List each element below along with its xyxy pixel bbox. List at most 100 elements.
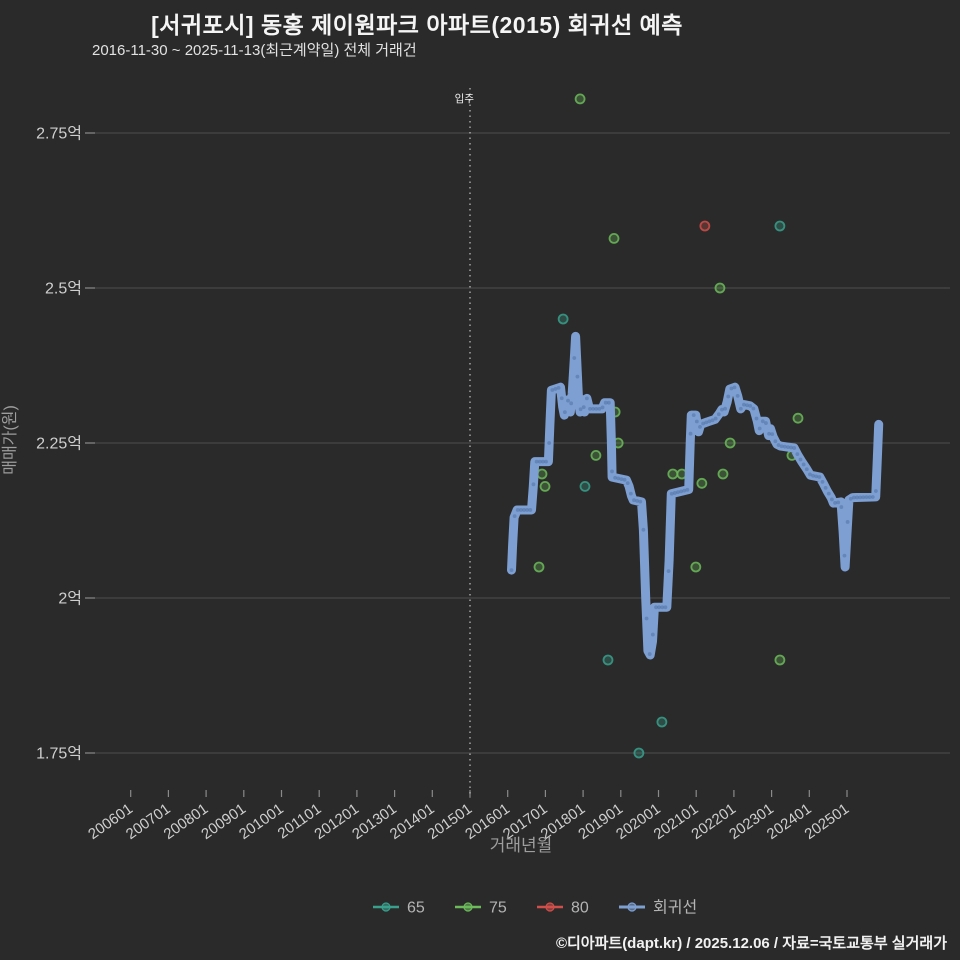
regression-marker [845, 520, 850, 524]
regression-marker [864, 495, 869, 500]
regression-marker [848, 496, 853, 501]
data-point-75 [574, 93, 586, 105]
regression-marker [562, 410, 567, 415]
regression-marker [525, 508, 530, 512]
regression-marker [770, 432, 775, 437]
data-point-75 [608, 232, 620, 244]
legend-item-75[interactable]: 75 [455, 900, 507, 917]
regression-marker [855, 495, 859, 500]
regression-marker [782, 444, 787, 449]
regression-marker [867, 495, 872, 500]
regression-marker [569, 401, 574, 406]
data-point-80 [699, 220, 711, 232]
regression-marker [814, 474, 819, 479]
regression-marker [669, 491, 674, 496]
legend-item-회귀선[interactable]: 회귀선 [619, 899, 697, 917]
data-point-65 [656, 716, 668, 728]
chart-subtitle: 2016-11-30 ~ 2025-11-13(최근계약일) 전체 거래건 [92, 42, 417, 59]
regression-marker [773, 439, 778, 444]
regression-marker [528, 508, 533, 512]
regression-marker [657, 605, 662, 610]
regression-marker [641, 527, 646, 532]
regression-marker [720, 407, 724, 412]
regression-marker [509, 568, 514, 572]
legend-label: 80 [571, 900, 589, 917]
legend-label: 75 [489, 900, 507, 917]
regression-marker [588, 407, 592, 411]
data-point-75 [774, 654, 786, 666]
regression-marker [566, 398, 570, 403]
regression-marker [757, 426, 762, 431]
chart-title: [서귀포시] 동홍 제이원파크 아파트(2015) 회귀선 예측 [151, 12, 683, 38]
regression-marker [861, 495, 866, 500]
regression-marker [723, 406, 728, 411]
regression-marker [754, 416, 759, 421]
y-tick-label: 2억 [58, 590, 82, 608]
regression-marker [518, 508, 523, 512]
scatter-series-80 [699, 220, 711, 232]
y-tick-label: 2.25억 [36, 435, 82, 453]
scatter-series-65 [557, 220, 786, 759]
regression-marker [635, 499, 640, 503]
regression-marker [745, 403, 749, 408]
regression-marker [732, 385, 737, 390]
regression-marker [581, 405, 586, 410]
regression-marker [874, 489, 878, 493]
regression-marker [610, 469, 614, 474]
credit-text: ©디아파트(dapt.kr) / 2025.12.06 / 자료=국토교통부 실… [555, 935, 947, 952]
legend-label: 65 [407, 900, 425, 917]
regression-marker [613, 475, 618, 480]
regression-marker [688, 431, 693, 436]
regression-marker [779, 444, 784, 449]
regression-marker [817, 475, 822, 479]
regression-marker [804, 467, 809, 472]
regression-marker [584, 396, 589, 401]
regression-path [507, 331, 884, 660]
regression-marker [619, 477, 624, 482]
chart-legend: 65 75 80 회귀선 [373, 899, 697, 917]
regression-marker [676, 490, 680, 495]
regression-marker [672, 491, 677, 495]
regression-marker [628, 491, 633, 496]
regression-marker [742, 402, 746, 407]
regression-marker [537, 459, 542, 464]
legend-item-80[interactable]: 80 [537, 900, 589, 917]
x-axis-title: 거래년월 [490, 836, 553, 855]
regression-marker [622, 477, 627, 482]
regression-marker [738, 406, 743, 411]
y-axis-title: 매매가(원) [1, 405, 19, 475]
regression-marker [540, 459, 545, 464]
regression-marker [650, 632, 655, 637]
regression-line [507, 331, 884, 660]
legend-item-65[interactable]: 65 [373, 900, 425, 917]
regression-marker [726, 394, 731, 399]
regression-marker [789, 445, 793, 450]
regression-marker [751, 406, 756, 411]
regression-marker [625, 481, 630, 486]
data-point-65 [579, 480, 591, 492]
y-tick-label: 2.75억 [36, 125, 82, 143]
data-point-75 [717, 468, 729, 480]
regression-marker [534, 459, 539, 464]
regression-marker [559, 396, 564, 401]
regression-marker [522, 508, 526, 512]
legend-label: 회귀선 [653, 899, 697, 917]
regression-marker [767, 431, 771, 436]
regression-marker [710, 418, 715, 423]
regression-marker [833, 500, 837, 505]
regression-marker [616, 476, 621, 481]
regression-marker [547, 441, 552, 445]
regression-marker [808, 472, 812, 477]
regression-marker [553, 387, 558, 391]
regression-marker [701, 421, 706, 426]
regression-marker [870, 495, 875, 499]
regression-marker [544, 459, 548, 464]
regression-marker [515, 508, 520, 512]
move-in-label: 입주 [455, 92, 475, 105]
regression-marker [826, 491, 831, 496]
regression-marker [820, 479, 825, 484]
regression-marker [647, 652, 652, 656]
regression-marker [713, 416, 718, 421]
